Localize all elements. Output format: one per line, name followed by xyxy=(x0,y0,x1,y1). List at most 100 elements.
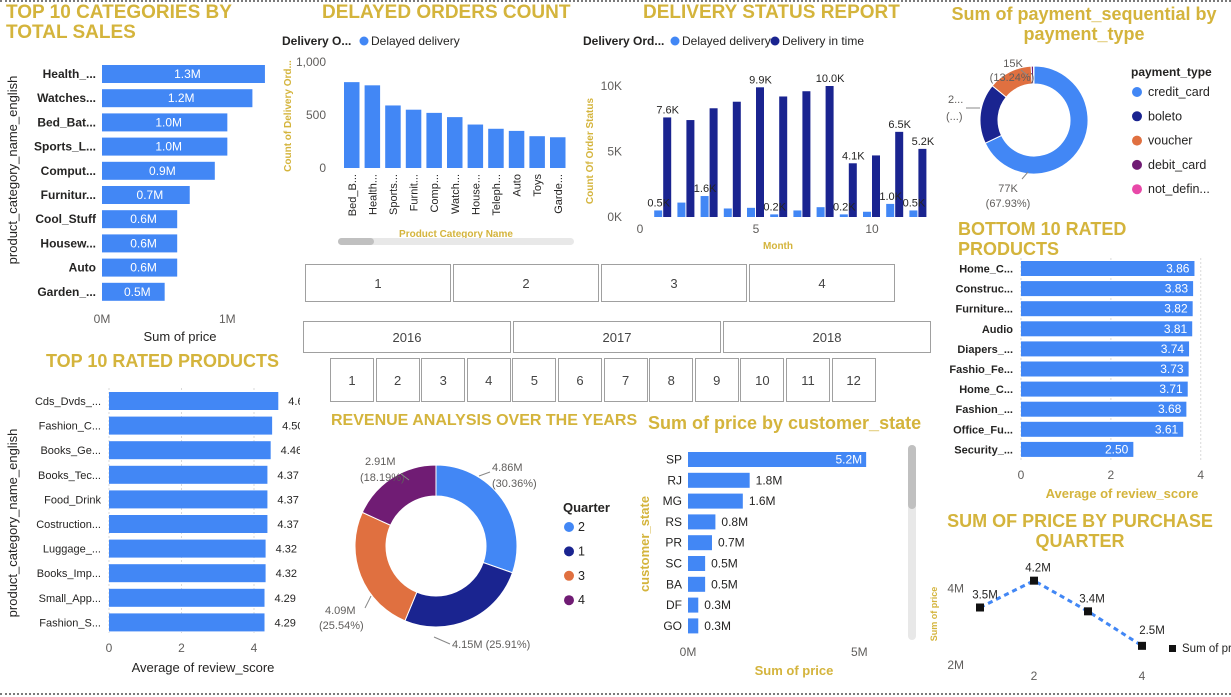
year-slicer-button-2016[interactable]: 2016 xyxy=(303,321,511,353)
bar-in-time xyxy=(802,91,811,217)
legend-item: debit_card xyxy=(1148,158,1206,172)
bar-delayed xyxy=(747,207,755,217)
legend-swatch xyxy=(670,36,680,46)
pie-label: (67.93%) xyxy=(986,198,1031,210)
year-slicer-button-2018[interactable]: 2018 xyxy=(723,321,931,353)
data-label: 1.3M xyxy=(174,67,201,81)
month-slicer-button-3[interactable]: 3 xyxy=(421,358,466,402)
y-tick-label: 0K xyxy=(607,210,622,224)
legend-item: voucher xyxy=(1148,134,1192,148)
category-label: Fashion_S... xyxy=(39,617,101,629)
quarter-slicer-button-3[interactable]: 3 xyxy=(601,264,747,302)
delivery-status-chart: Delivery Ord... Delayed delivery Delivery … xyxy=(583,34,935,252)
bar xyxy=(1021,421,1184,437)
data-point xyxy=(1030,576,1038,585)
y-tick-label: 4M xyxy=(947,581,964,595)
legend-swatch xyxy=(770,36,780,46)
y-axis-label: Count Of Order Status xyxy=(585,98,596,205)
bar-in-time xyxy=(732,101,741,217)
x-axis-label: Sum of price xyxy=(755,663,834,678)
pie-leader xyxy=(364,595,372,609)
bar xyxy=(102,282,165,301)
data-label: 3.5M xyxy=(972,590,998,602)
pie-label: 4.15M (25.91%) xyxy=(452,639,530,651)
bar-delayed xyxy=(677,202,686,217)
bar-delayed xyxy=(909,210,918,217)
x-axis-label: Product Category Name xyxy=(399,229,513,240)
data-label: 1.6K xyxy=(694,183,717,195)
category-label: Cds_Dvds_... xyxy=(35,396,101,408)
bar xyxy=(688,452,867,467)
bar xyxy=(109,392,279,410)
top10-rated-chart: Cds_Dvds_... 4.67 Fashion_C... 4.50 Books_Ge… xyxy=(5,388,300,675)
bar-in-time xyxy=(918,148,927,217)
quarter-slicer-button-4[interactable]: 4 xyxy=(749,264,895,302)
pie-label: 4.09M xyxy=(325,605,356,617)
bar-delayed xyxy=(793,210,802,217)
bottom10-chart: Home_C... 3.86 Construc... 3.83 Furniture...… xyxy=(949,258,1204,501)
bar-delayed xyxy=(863,211,871,217)
state-chart: SP 5.2M RJ 1.8M MG 1.6M RS 0.8M PR 0.7M SC 0.5M BA 0.… xyxy=(637,452,868,678)
pie-label: 15K xyxy=(1003,58,1023,70)
state-scrollbar-thumb[interactable] xyxy=(908,445,916,509)
data-label: 5.2K xyxy=(912,136,935,148)
bar xyxy=(405,109,422,168)
month-slicer-button-2[interactable]: 2 xyxy=(375,358,420,402)
data-label: 3.74 xyxy=(1161,342,1185,356)
category-label: Sports... xyxy=(388,174,400,215)
quarter-slicer-button-2[interactable]: 2 xyxy=(453,264,599,302)
bar xyxy=(102,65,265,83)
month-slicer-button-5[interactable]: 5 xyxy=(512,358,557,402)
data-label: 1.6M xyxy=(749,494,776,508)
data-label: 0.8M xyxy=(721,515,748,529)
bar xyxy=(508,130,525,168)
payment-chart: 15K (13.24%) 2... (...) 77K (67.93%) payment_t… xyxy=(946,58,1212,210)
x-axis-label: Sum of price xyxy=(144,329,217,344)
bar xyxy=(1021,401,1187,417)
category-label: Auto xyxy=(69,261,96,275)
month-slicer-button-7[interactable]: 7 xyxy=(603,358,648,402)
data-label: 4.29 xyxy=(275,593,296,605)
legend-item: 4 xyxy=(578,593,585,607)
month-slicer-button-8[interactable]: 8 xyxy=(649,358,694,402)
bar xyxy=(1021,441,1134,457)
bar-in-time xyxy=(663,117,672,217)
x-tick-label: 4 xyxy=(1197,468,1204,482)
year-slicer-button-2017[interactable]: 2017 xyxy=(513,321,721,353)
month-slicer-button-1[interactable]: 1 xyxy=(330,358,374,402)
quarter-slicer-button-1[interactable]: 1 xyxy=(305,264,451,302)
category-label: Books_Ge... xyxy=(40,445,101,457)
month-slicer-button-12[interactable]: 12 xyxy=(831,358,876,402)
bar xyxy=(102,210,178,229)
state-scrollbar[interactable] xyxy=(908,445,916,640)
category-label: Bed_Bat... xyxy=(37,115,96,129)
month-slicer-button-6[interactable]: 6 xyxy=(558,358,602,402)
bar xyxy=(688,618,699,634)
y-tick-label: 10K xyxy=(601,79,622,93)
bar-in-time xyxy=(872,155,880,217)
data-label: 10.0K xyxy=(816,73,845,85)
data-label: 2.50 xyxy=(1105,442,1129,456)
data-label: 1.0K xyxy=(879,191,902,203)
data-label: 0.7M xyxy=(718,536,745,550)
data-label: 0.6M xyxy=(130,236,157,250)
month-slicer-button-4[interactable]: 4 xyxy=(466,358,511,402)
data-label: 0.5M xyxy=(711,557,738,571)
category-label: RJ xyxy=(667,473,682,487)
legend-swatch xyxy=(564,546,574,557)
data-label: 5.2M xyxy=(835,453,862,467)
month-slicer-button-11[interactable]: 11 xyxy=(786,358,830,402)
data-label: 1.0M xyxy=(155,115,182,129)
bar xyxy=(385,105,401,168)
top10-sales-title: TOP 10 CATEGORIES BY TOTAL SALES xyxy=(6,2,232,43)
month-slicer-button-10[interactable]: 10 xyxy=(740,358,785,402)
bar xyxy=(550,137,566,168)
delayed-orders-chart: Delivery O... Delayed delivery 0 500 1,000 Be… xyxy=(282,34,574,245)
category-label: Books_Imp... xyxy=(37,568,101,580)
category-label: PR xyxy=(665,536,682,550)
bar xyxy=(688,556,706,571)
month-slicer-button-9[interactable]: 9 xyxy=(694,358,739,402)
bar xyxy=(1021,341,1190,357)
x-tick-label: 2 xyxy=(1031,669,1038,683)
scrollbar-track xyxy=(338,238,574,245)
